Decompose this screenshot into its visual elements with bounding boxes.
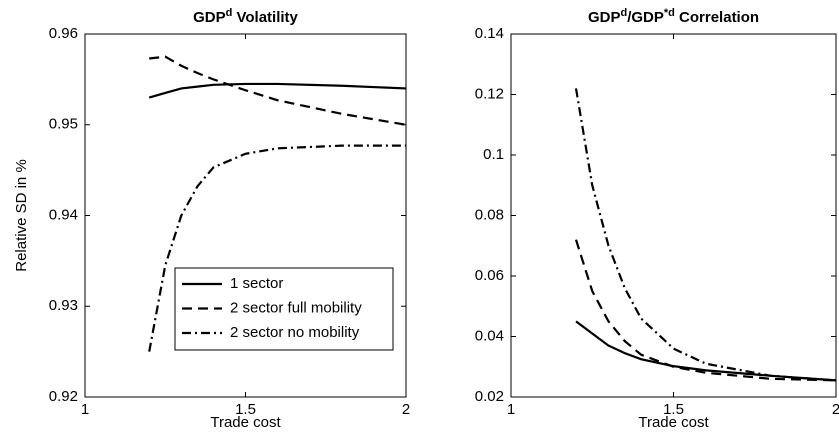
chart-title: GDPd Volatility xyxy=(193,7,298,26)
title-superscript: *d xyxy=(664,7,675,19)
title-text: Volatility xyxy=(232,9,298,26)
y-tick-label: 0.93 xyxy=(49,297,78,314)
y-tick-label: 0.06 xyxy=(475,267,504,284)
legend-label: 2 sector full mobility xyxy=(230,299,362,316)
title-text: /GDP xyxy=(627,9,664,26)
data-line xyxy=(149,55,407,126)
y-tick-label: 0.14 xyxy=(475,25,504,42)
data-line xyxy=(574,88,837,382)
x-axis-label: Trade cost xyxy=(210,414,281,431)
title-text: Correlation xyxy=(675,9,759,26)
y-tick-label: 0.96 xyxy=(49,25,78,42)
x-tick-label: 2 xyxy=(832,401,839,418)
x-tick-label: 1 xyxy=(81,401,89,418)
x-tick-label: 1 xyxy=(507,401,515,418)
y-tick-label: 0.04 xyxy=(475,327,504,344)
x-tick-label: 1.5 xyxy=(235,401,256,418)
x-axis-label: Trade cost xyxy=(638,414,709,431)
title-superscript: d xyxy=(620,7,627,19)
legend-label: 2 sector no mobility xyxy=(230,324,360,341)
y-axis-label: Relative SD in % xyxy=(13,159,30,272)
chart-title: GDPd/GDP*d Correlation xyxy=(588,7,759,26)
x-tick-label: 2 xyxy=(402,401,410,418)
data-line xyxy=(575,320,837,382)
data-line xyxy=(148,82,407,99)
y-tick-label: 0.02 xyxy=(475,388,504,405)
x-tick-label: 1.5 xyxy=(663,401,684,418)
y-tick-label: 0.1 xyxy=(483,146,504,163)
plot-area xyxy=(510,33,837,398)
y-tick-label: 0.95 xyxy=(49,116,78,133)
data-line xyxy=(574,239,837,382)
y-tick-label: 0.12 xyxy=(475,85,504,102)
y-tick-label: 0.94 xyxy=(49,206,78,223)
title-superscript: d xyxy=(226,7,233,19)
y-tick-label: 0.08 xyxy=(475,206,504,223)
legend-label: 1 sector xyxy=(230,275,283,292)
title-text: GDP xyxy=(193,9,226,26)
y-tick-label: 0.92 xyxy=(49,388,78,405)
title-text: GDP xyxy=(588,9,621,26)
legend-box xyxy=(174,267,394,351)
data-line xyxy=(148,144,406,352)
